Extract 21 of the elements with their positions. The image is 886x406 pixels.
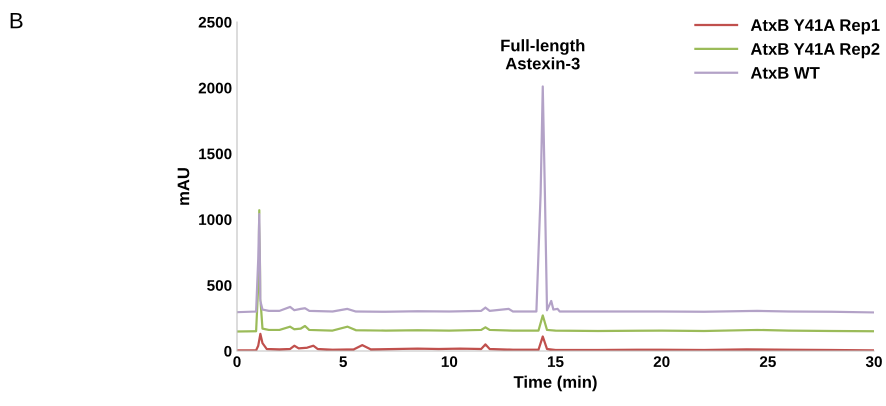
y-tick-label: 1500 (199, 148, 232, 160)
x-tick-label: 10 (442, 356, 458, 368)
x-tick-label: 5 (339, 356, 347, 368)
legend-label: AtxB Y41A Rep1 (750, 19, 880, 34)
x-tick-label: 30 (866, 356, 882, 368)
x-tick-label: 25 (760, 356, 776, 368)
legend-label: AtxB Y41A Rep2 (750, 43, 880, 58)
legend-label: AtxB WT (750, 67, 820, 79)
y-axis-title: mAU (178, 168, 190, 205)
x-tick-label: 0 (233, 356, 241, 368)
y-tick-label: 0 (224, 346, 232, 357)
y-tick-label: 1000 (199, 214, 232, 226)
x-tick-label: 20 (654, 356, 670, 368)
annotation: Full-length Astexin-3 (501, 39, 584, 70)
x-tick-label: 15 (548, 356, 564, 368)
y-tick-label: 2500 (198, 16, 232, 28)
y-tick-label: 2000 (198, 82, 232, 94)
line-series (237, 85, 874, 314)
y-tick-label: 500 (207, 280, 232, 291)
x-axis-title: Time (min) (514, 376, 597, 392)
text: B (10, 12, 23, 28)
